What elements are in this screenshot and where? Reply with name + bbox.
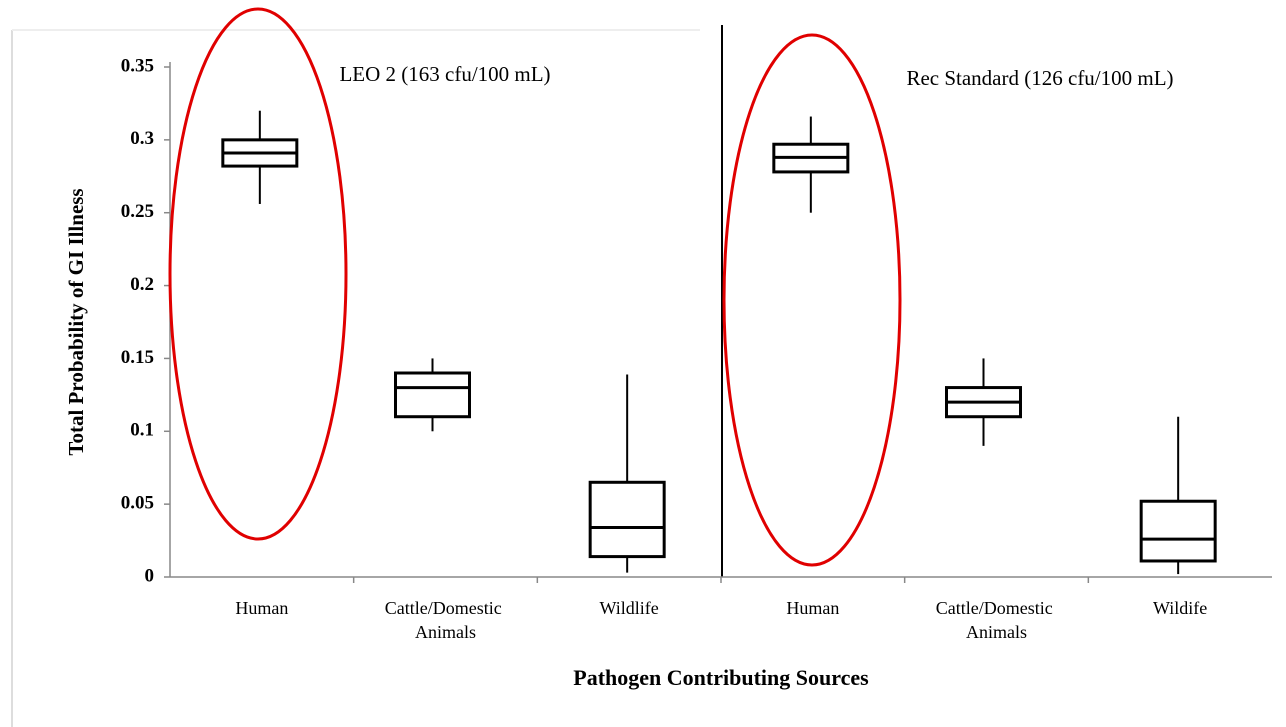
- y-tick-label: 0.1: [130, 420, 154, 441]
- box: [394, 371, 471, 419]
- highlight-ellipse: [168, 7, 348, 541]
- x-axis-label: Pathogen Contributing Sources: [573, 665, 869, 690]
- y-tick-label: 0.05: [121, 493, 154, 514]
- y-tick-label: 0.3: [130, 128, 154, 149]
- x-tick-label: Cattle/Domestic Animals: [936, 598, 1057, 642]
- y-tick-label: 0: [145, 565, 155, 586]
- x-tick-label: Cattle/Domestic Animals: [385, 598, 506, 642]
- y-tick-label: 0.2: [130, 274, 154, 295]
- annotation: Rec Standard (126 cfu/100 mL): [906, 66, 1173, 90]
- annotation: LEO 2 (163 cfu/100 mL): [339, 62, 550, 86]
- y-axis-label: Total Probability of GI Illness: [64, 188, 88, 455]
- y-tick-label: 0.25: [121, 201, 154, 222]
- highlight-ellipse: [722, 33, 902, 567]
- x-tick-label: Human: [786, 598, 839, 618]
- box: [588, 480, 666, 559]
- x-tick-label: Human: [235, 598, 288, 618]
- x-tick-label: Wildlife: [600, 598, 659, 618]
- y-tick-label: 0.15: [121, 347, 154, 368]
- plot-area: 0 0.05 0.1 0.15 0.2 0.25 0.3 0.35 Human Cattle/Do…: [121, 55, 1272, 642]
- y-tick-label: 0.35: [121, 55, 154, 76]
- box: [1139, 499, 1217, 563]
- x-tick-label: Wildife: [1153, 598, 1207, 618]
